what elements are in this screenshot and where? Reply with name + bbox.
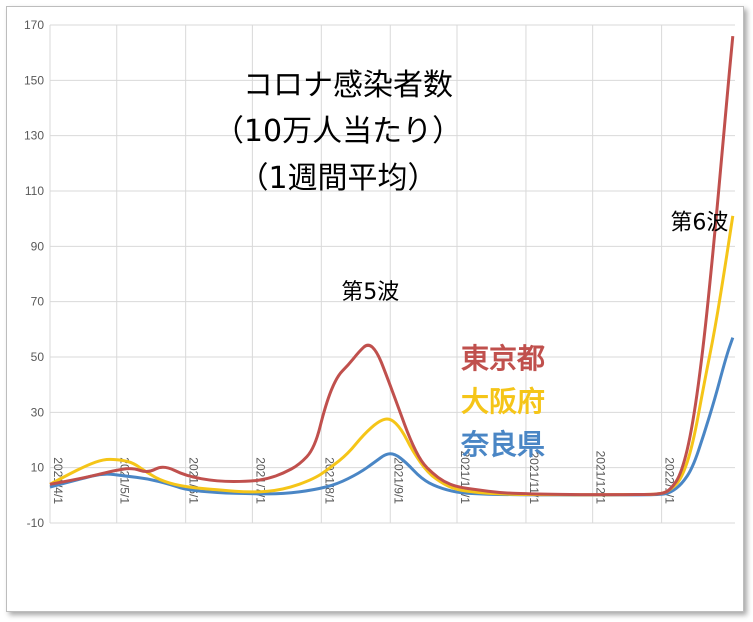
chart-title: コロナ感染者数 （10万人当たり） （1週間平均） <box>214 68 462 196</box>
y-tick-label: 110 <box>25 184 44 198</box>
y-tick-label: 90 <box>31 239 45 253</box>
wave-annotations: 第5波 第6波 <box>341 211 728 305</box>
y-tick-label: 70 <box>31 295 45 309</box>
y-tick-label: 170 <box>24 18 44 32</box>
y-tick-label: 10 <box>31 461 45 475</box>
y-tick-label: 150 <box>24 73 44 87</box>
x-tick-label: 2021/12/1 <box>594 451 608 505</box>
title-line-3: （1週間平均） <box>238 161 437 196</box>
gridlines <box>49 24 735 524</box>
title-line-1: コロナ感染者数 <box>243 68 453 103</box>
series-line-2 <box>49 337 735 497</box>
y-tick-label: -10 <box>27 516 45 530</box>
legend-entry-tokyo: 東京都 <box>461 342 545 375</box>
x-tick-label: 2022/1/1 <box>663 457 677 504</box>
chart-frame <box>6 6 744 612</box>
legend: 東京都 大阪府 奈良県 <box>460 342 545 461</box>
y-tick-label: 30 <box>31 405 45 419</box>
legend-entry-osaka: 大阪府 <box>461 385 545 418</box>
y-tick-label: 130 <box>24 129 44 143</box>
x-tick-label: 2021/6/1 <box>187 457 201 504</box>
x-tick-label: 2021/5/1 <box>118 457 132 504</box>
title-line-2: （10万人当たり） <box>214 114 462 149</box>
y-tick-label: 50 <box>31 350 45 364</box>
annotation-wave-1: 第6波 <box>670 211 728 236</box>
series-line-0 <box>49 35 735 497</box>
annotation-wave-0: 第5波 <box>341 280 399 305</box>
series-lines <box>49 35 735 497</box>
x-tick-label: 2021/11/1 <box>527 452 541 505</box>
legend-entry-nara: 奈良県 <box>460 428 545 461</box>
y-axis-ticks: -10 10 30 50 70 90 110 130 150 170 <box>24 18 44 530</box>
x-tick-label: 2021/9/1 <box>391 457 405 504</box>
